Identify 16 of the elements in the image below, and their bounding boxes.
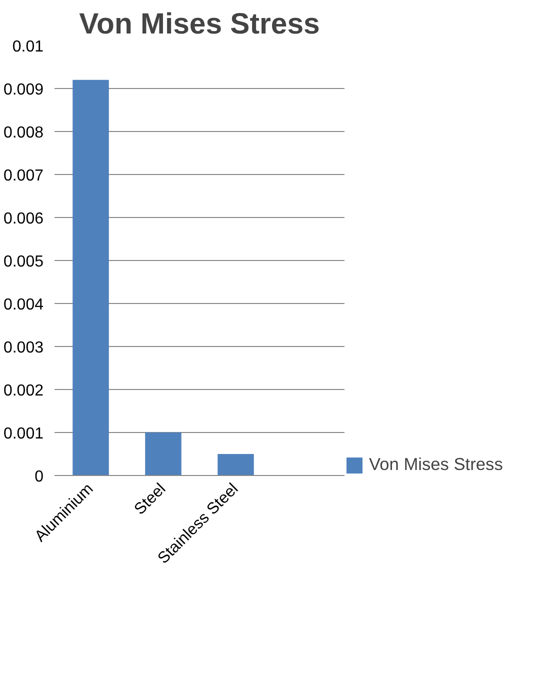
y-tick-label: 0.01: [12, 38, 44, 56]
y-tick-label: 0.006: [3, 210, 44, 228]
bar: [218, 454, 254, 476]
legend-label: Von Mises Stress: [369, 454, 503, 475]
y-tick-label: 0.002: [3, 382, 44, 400]
bar: [145, 432, 182, 476]
y-tick-label: 0.009: [3, 82, 44, 98]
y-tick-label: 0: [34, 468, 44, 486]
bar: [72, 80, 109, 476]
y-tick-label: 0.001: [3, 426, 44, 442]
y-tick-label: 0.007: [3, 168, 44, 184]
y-tick-label: 0.008: [3, 124, 44, 142]
y-tick-label: 0.004: [3, 296, 44, 314]
chart-title: Von Mises Stress: [79, 8, 320, 40]
y-tick-label: 0.005: [3, 254, 44, 270]
y-tick-label: 0.003: [3, 340, 44, 356]
